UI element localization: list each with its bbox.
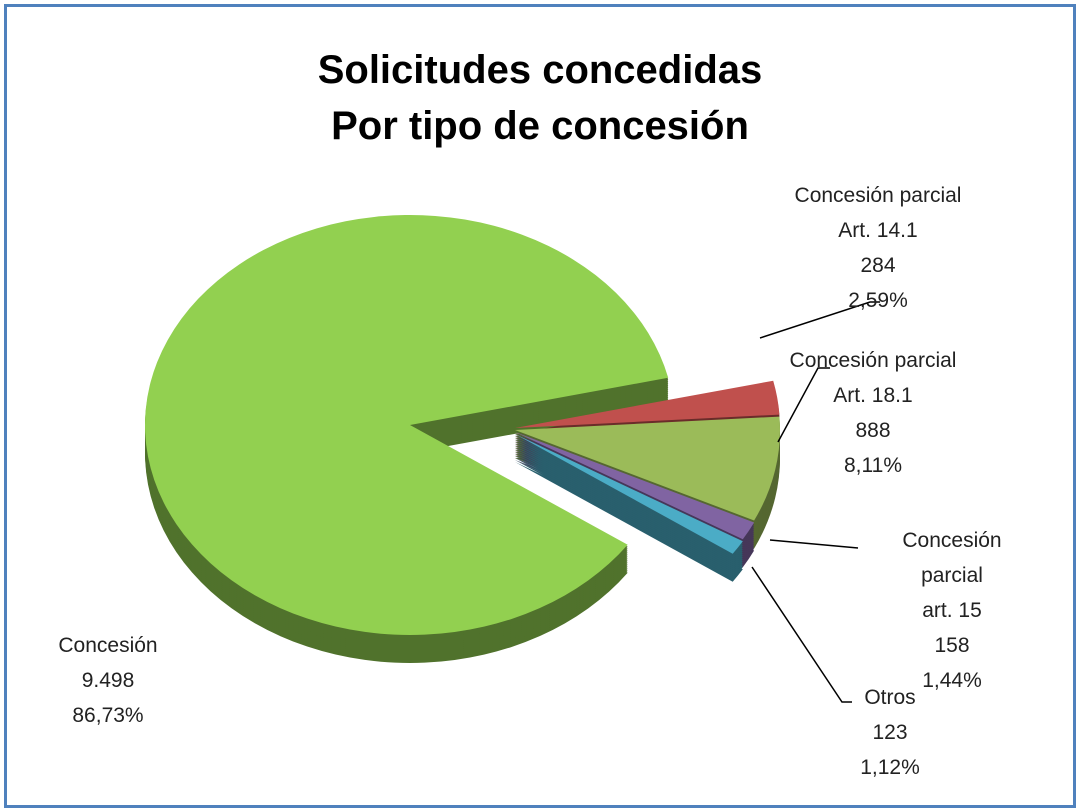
data-label: Concesión parcial Art. 14.1 284 2,59% [795, 178, 962, 318]
label-value: 9.498 [81, 669, 135, 692]
slice [515, 432, 755, 540]
frame [4, 4, 1076, 808]
label-percent: 1,12% [860, 756, 920, 779]
slice [515, 416, 780, 521]
label-name: Concesión parcial Art. 18.1 [789, 349, 957, 407]
data-label: Otros 123 1,12% [860, 680, 920, 785]
slice [145, 215, 669, 635]
label-percent: 86,73% [72, 704, 144, 727]
chart-subtitle: Por tipo de concesión [331, 104, 749, 148]
label-value: 158 [934, 634, 970, 657]
label-percent: 2,59% [848, 289, 908, 312]
leader-line [751, 566, 852, 703]
slice [515, 380, 780, 428]
leader-line [777, 367, 830, 443]
label-value: 123 [872, 721, 908, 744]
leader-line [769, 539, 859, 549]
chart-title: Solicitudes concedidas [317, 48, 763, 92]
label-percent: 8,11% [844, 454, 902, 477]
data-label: Concesión 9.498 86,73% [58, 628, 157, 733]
leader-line [759, 301, 880, 339]
pie-top [145, 215, 780, 635]
title-block: Solicitudes concedidas Por tipo de conce… [0, 42, 1080, 154]
label-percent: 1,44% [922, 669, 982, 692]
label-name: Concesión [58, 634, 158, 657]
data-label: Concesión parcial art. 15 158 1,44% [888, 523, 1016, 698]
label-name: Otros [864, 686, 916, 709]
slice [515, 434, 743, 554]
label-name: Concesión parcial art. 15 [902, 529, 1002, 622]
data-label: Concesión parcial Art. 18.1 888 8,11% [790, 343, 957, 483]
label-value: 284 [860, 254, 896, 277]
label-value: 888 [855, 419, 891, 442]
label-name: Concesión parcial Art. 14.1 [794, 184, 962, 242]
